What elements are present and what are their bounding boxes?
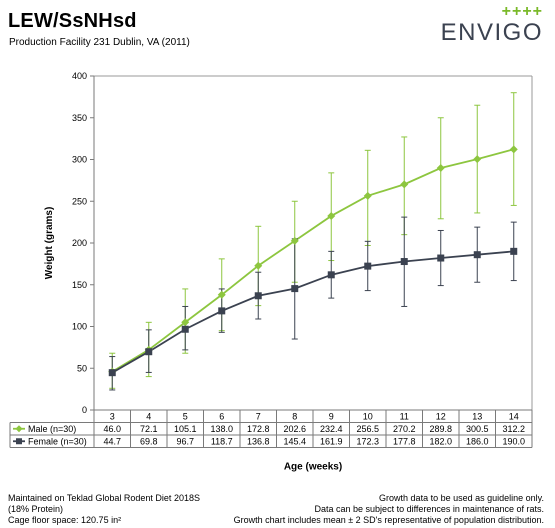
male-point bbox=[254, 261, 263, 270]
female-data-label: 190.0 bbox=[502, 437, 525, 447]
y-tick-label: 0 bbox=[82, 405, 87, 415]
footer-left: Maintained on Teklad Global Rodent Diet … bbox=[8, 493, 200, 526]
male-point bbox=[290, 236, 299, 245]
male-data-label: 172.8 bbox=[247, 424, 270, 434]
female-legend-marker bbox=[16, 438, 22, 445]
y-tick-label: 400 bbox=[72, 71, 87, 81]
male-legend-marker bbox=[15, 425, 23, 433]
female-data-label: 172.3 bbox=[356, 437, 379, 447]
male-legend-label: Male (n=30) bbox=[28, 424, 76, 434]
female-legend-label: Female (n=30) bbox=[28, 437, 87, 447]
x-tick-label: 4 bbox=[146, 412, 151, 422]
y-tick-label: 250 bbox=[72, 196, 87, 206]
female-point bbox=[473, 251, 481, 259]
female-point bbox=[181, 325, 189, 333]
y-tick-label: 100 bbox=[72, 322, 87, 332]
y-tick-label: 150 bbox=[72, 280, 87, 290]
female-data-label: 136.8 bbox=[247, 437, 270, 447]
footer-guideline-note: Growth data to be used as guideline only… bbox=[379, 493, 544, 503]
male-data-label: 289.8 bbox=[429, 424, 452, 434]
logo-brand: ENVIGO bbox=[440, 19, 543, 46]
female-data-label: 177.8 bbox=[393, 437, 416, 447]
logo-plus-marks: ++++ bbox=[501, 3, 543, 20]
x-tick-label: 13 bbox=[472, 412, 482, 422]
female-point bbox=[400, 258, 408, 266]
x-tick-label: 5 bbox=[183, 412, 188, 422]
female-data-label: 118.7 bbox=[211, 437, 233, 447]
y-tick-label: 200 bbox=[72, 238, 87, 248]
female-point bbox=[327, 271, 335, 279]
x-tick-label: 8 bbox=[292, 412, 297, 422]
female-point bbox=[108, 369, 116, 377]
male-data-label: 300.5 bbox=[466, 424, 489, 434]
male-point bbox=[217, 290, 226, 299]
female-point bbox=[510, 247, 518, 255]
x-axis-label: Age (weeks) bbox=[284, 462, 342, 473]
male-data-label: 138.0 bbox=[210, 424, 233, 434]
male-point bbox=[181, 318, 190, 327]
x-tick-label: 6 bbox=[219, 412, 224, 422]
y-tick-label: 350 bbox=[72, 113, 87, 123]
male-point bbox=[400, 180, 409, 189]
x-tick-label: 9 bbox=[329, 412, 334, 422]
female-point bbox=[291, 285, 299, 293]
male-point bbox=[327, 211, 336, 220]
female-point bbox=[218, 307, 226, 315]
footer-protein-note: (18% Protein) bbox=[8, 504, 64, 514]
male-point bbox=[509, 145, 518, 154]
x-tick-label: 14 bbox=[509, 412, 519, 422]
footer-sd-note: Growth chart includes mean ± 2 SD's repr… bbox=[233, 515, 544, 525]
female-data-label: 69.8 bbox=[140, 437, 158, 447]
male-data-label: 256.5 bbox=[356, 424, 379, 434]
male-data-label: 72.1 bbox=[140, 424, 158, 434]
y-tick-label: 50 bbox=[77, 363, 87, 373]
chart-title: LEW/SsNHsd bbox=[8, 10, 137, 32]
y-tick-label: 300 bbox=[72, 155, 87, 165]
female-point bbox=[437, 254, 445, 262]
male-data-label: 105.1 bbox=[174, 424, 197, 434]
x-tick-label: 3 bbox=[110, 412, 115, 422]
footer-maintenance-note: Data can be subject to differences in ma… bbox=[314, 504, 544, 514]
y-axis-label: Weight (grams) bbox=[44, 207, 55, 280]
female-data-label: 96.7 bbox=[176, 437, 194, 447]
envigo-logo: ++++ ENVIGO bbox=[433, 4, 543, 48]
x-tick-label: 12 bbox=[436, 412, 446, 422]
chart-subtitle: Production Facility 231 Dublin, VA (2011… bbox=[9, 37, 190, 48]
female-data-label: 182.0 bbox=[429, 437, 452, 447]
male-data-label: 232.4 bbox=[320, 424, 343, 434]
male-data-label: 202.6 bbox=[283, 424, 306, 434]
footer-right: Growth data to be used as guideline only… bbox=[234, 493, 544, 526]
female-point bbox=[364, 262, 372, 270]
female-series-line bbox=[111, 250, 514, 374]
male-data-label: 46.0 bbox=[103, 424, 121, 434]
female-data-label: 186.0 bbox=[466, 437, 489, 447]
x-tick-label: 11 bbox=[400, 412, 409, 422]
footer-cage-note: Cage floor space: 120.75 in² bbox=[8, 515, 122, 525]
female-data-label: 44.7 bbox=[103, 437, 121, 447]
footer-diet-note: Maintained on Teklad Global Rodent Diet … bbox=[8, 493, 200, 503]
x-tick-label: 7 bbox=[256, 412, 261, 422]
female-point bbox=[145, 348, 153, 356]
male-series-line bbox=[111, 148, 514, 373]
growth-chart: 0 50 100 150 200 250 300 350 400 Weight (grams) 3 4… bbox=[9, 71, 533, 473]
male-point bbox=[473, 155, 482, 164]
male-point bbox=[436, 164, 445, 173]
male-data-label: 312.2 bbox=[502, 424, 525, 434]
female-data-label: 145.4 bbox=[283, 437, 306, 447]
x-tick-label: 10 bbox=[363, 412, 373, 422]
female-point bbox=[254, 292, 262, 300]
male-point bbox=[363, 191, 372, 200]
female-data-label: 161.9 bbox=[320, 437, 343, 447]
male-data-label: 270.2 bbox=[393, 424, 416, 434]
